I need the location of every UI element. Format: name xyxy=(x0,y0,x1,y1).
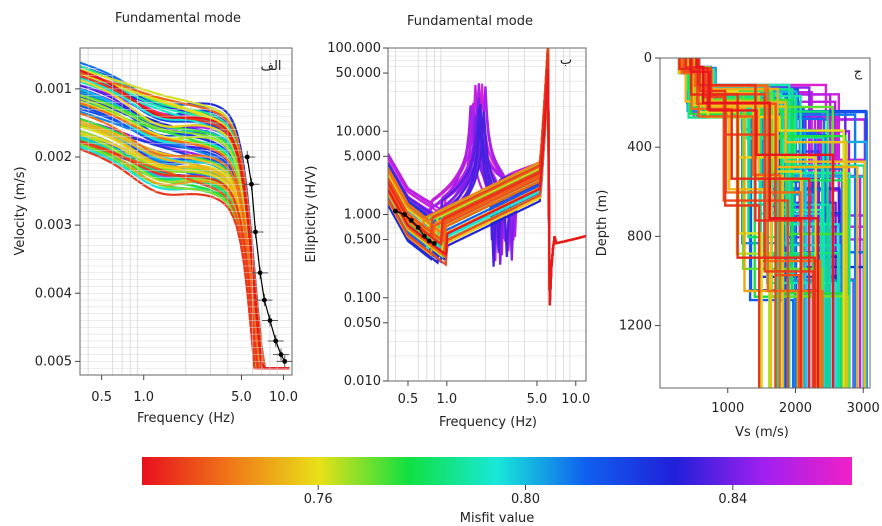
panel-a-observed-line xyxy=(246,156,286,362)
panel-b-model-curve xyxy=(388,69,586,306)
panel-b-ytick-label: 0.010 xyxy=(344,374,381,389)
panel-velocity: Fundamental mode 0.5 1.0 5.0 10.0 0.001 0.002… xyxy=(13,11,298,426)
panel-b-observed-points xyxy=(393,208,437,246)
panel-b-observed-point xyxy=(431,240,437,246)
panel-b-ylabel: Ellipticity (H/V) xyxy=(304,166,319,263)
colorbar-tick-label: 0.80 xyxy=(511,492,540,507)
colorbar-gradient xyxy=(142,457,852,485)
panel-a-xlabel: Frequency (Hz) xyxy=(137,411,235,426)
panel-c-xlabel: Vs (m/s) xyxy=(735,425,789,440)
panel-b-ytick-label: 50.000 xyxy=(336,66,382,81)
panel-a-ytick-label: 0.005 xyxy=(35,354,72,369)
panel-a-xtick-label: 5.0 xyxy=(231,390,252,405)
panel-a-model-curve xyxy=(79,140,290,370)
panel-b-observed-point xyxy=(426,238,432,244)
panel-vs-profile: 1000 2000 3000 0 400 800 1200 ج Vs (m/s) Depth… xyxy=(595,51,880,440)
panel-a-ytick-label: 0.002 xyxy=(35,150,72,165)
panel-b-xtick-label: 1.0 xyxy=(436,392,457,407)
panel-b-observed-point xyxy=(393,208,398,214)
panel-b-observed-point xyxy=(402,212,407,217)
panel-a-grid xyxy=(80,48,292,375)
panel-b-ytick-label: 1.000 xyxy=(344,208,381,223)
panel-c-model-profile xyxy=(689,58,835,388)
panel-b-model-curve xyxy=(388,48,586,306)
panel-b-title: Fundamental mode xyxy=(407,14,533,29)
panel-b-ytick-label: 0.050 xyxy=(344,316,381,331)
colorbar-ticks: 0.76 0.80 0.84 xyxy=(304,485,747,507)
panel-b-ytick-label: 5.000 xyxy=(344,149,381,164)
colorbar-label: Misfit value xyxy=(460,511,535,526)
panel-b-label: ب xyxy=(560,53,572,68)
panel-b-ytick-label: 0.100 xyxy=(344,291,381,306)
panel-a-xtick-label: 0.5 xyxy=(91,390,112,405)
panel-a-frame xyxy=(79,47,293,376)
panel-c-model-profile xyxy=(678,58,816,388)
colorbar-tick-label: 0.76 xyxy=(304,492,333,507)
panel-c-ylabel: Depth (m) xyxy=(595,190,610,257)
panel-b-xlabel: Frequency (Hz) xyxy=(439,415,537,430)
panel-b-xtick-label: 0.5 xyxy=(398,392,419,407)
panel-b-observed-point xyxy=(421,233,427,239)
panel-c-xtick-label: 2000 xyxy=(779,401,812,416)
panel-c-ticks: 1000 2000 3000 0 400 800 1200 xyxy=(619,51,880,416)
panel-b-ytick-label: 10.000 xyxy=(336,124,382,139)
panel-b-observed-point xyxy=(415,224,421,230)
panel-a-observed-points xyxy=(239,151,293,368)
panel-b-ticks: 0.5 1.0 5.0 10.0 0.010 0.050 0.100 0.500 1.000 5.… xyxy=(327,41,590,407)
panel-b-xtick-label: 5.0 xyxy=(527,392,548,407)
panel-c-ytick-label: 400 xyxy=(627,140,652,155)
panel-c-ytick-label: 800 xyxy=(627,229,652,244)
panel-c-model-profile xyxy=(684,58,803,388)
panel-a-ytick-label: 0.003 xyxy=(35,218,72,233)
colorbar-tick-label: 0.84 xyxy=(718,492,747,507)
panel-c-ytick-label: 1200 xyxy=(619,319,652,334)
panel-a-ylabel: Velocity (m/s) xyxy=(13,166,28,255)
panel-b-ytick-label: 0.500 xyxy=(344,233,381,248)
panel-a-label: الف xyxy=(260,59,281,74)
panel-a-model-curve xyxy=(79,102,290,370)
panel-b-curves xyxy=(388,48,586,306)
panel-b-ytick-label: 100.000 xyxy=(327,41,381,56)
panel-c-label: ج xyxy=(854,65,863,80)
panel-ellipticity: Fundamental mode 0.5 1.0 5.0 10.0 0.010 0.050… xyxy=(304,14,590,430)
panel-b-xtick-label: 10.0 xyxy=(561,392,590,407)
panel-a-curves xyxy=(79,61,290,370)
panel-c-xtick-label: 3000 xyxy=(847,401,880,416)
panel-b-observed-point xyxy=(408,217,414,223)
panel-a-xtick-label: 1.0 xyxy=(133,390,154,405)
panel-c-model-profile xyxy=(695,58,819,388)
panel-c-ytick-label: 0 xyxy=(644,51,652,66)
panel-c-curves xyxy=(677,58,868,388)
panel-a-model-curve xyxy=(79,71,290,370)
colorbar: 0.76 0.80 0.84 Misfit value xyxy=(142,457,852,526)
panel-a-ytick-label: 0.004 xyxy=(35,286,72,301)
panel-a-model-curve xyxy=(79,69,290,370)
panel-a-ytick-label: 0.001 xyxy=(35,82,72,97)
panel-a-xtick-label: 10.0 xyxy=(269,390,298,405)
panel-a-title: Fundamental mode xyxy=(115,11,241,26)
panel-c-frame xyxy=(659,57,871,389)
panel-c-xtick-label: 1000 xyxy=(711,401,744,416)
panel-a-ticks: 0.5 1.0 5.0 10.0 0.001 0.002 0.003 0.004 0.005 xyxy=(35,82,298,405)
